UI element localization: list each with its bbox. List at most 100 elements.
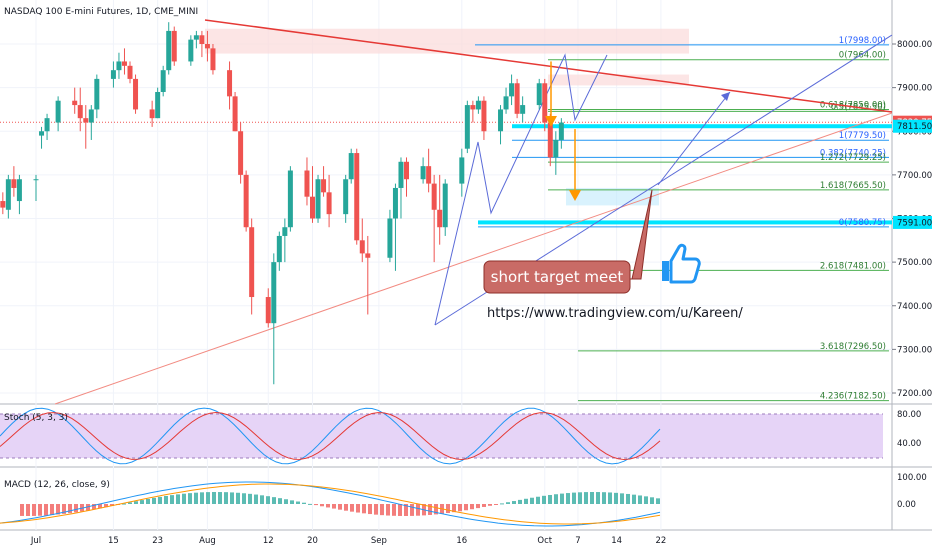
stoch-tick-80: 80.00 bbox=[897, 410, 921, 420]
macd-bar bbox=[224, 492, 228, 504]
fib-label: 1(7779.50) bbox=[839, 131, 886, 141]
candle-body bbox=[193, 35, 199, 40]
macd-bar bbox=[188, 493, 192, 504]
macd-pane[interactable]: MACD (12, 26, close, 9) 100.00 0.00 bbox=[0, 473, 927, 527]
macd-bar bbox=[524, 498, 528, 504]
macd-bar bbox=[452, 504, 456, 513]
candle-body bbox=[404, 161, 410, 180]
macd-bar bbox=[656, 498, 660, 504]
pattern-line bbox=[434, 53, 608, 326]
macd-line bbox=[0, 481, 661, 527]
macd-bar bbox=[368, 504, 372, 515]
macd-bar bbox=[194, 492, 198, 504]
stoch-label: Stoch (5, 3, 3) bbox=[4, 413, 68, 423]
time-label: Oct bbox=[537, 536, 552, 546]
stoch-pane[interactable]: Stoch (5, 3, 3) 80.00 40.00 bbox=[0, 407, 921, 465]
macd-bar bbox=[284, 499, 288, 504]
price-tick-label: 7200.00 bbox=[897, 389, 932, 399]
macd-bar bbox=[626, 493, 630, 504]
macd-bar bbox=[212, 492, 216, 504]
candle-body bbox=[127, 65, 133, 79]
candle-body bbox=[210, 48, 216, 71]
macd-bar bbox=[302, 502, 306, 504]
macd-bar bbox=[176, 494, 180, 504]
macd-bar bbox=[404, 504, 408, 516]
macd-bar bbox=[122, 503, 126, 505]
candle-body bbox=[188, 39, 194, 62]
candle-body bbox=[16, 179, 22, 202]
macd-bar bbox=[506, 502, 510, 504]
macd-bar bbox=[104, 504, 108, 508]
candle-body bbox=[271, 262, 277, 324]
macd-bar bbox=[554, 494, 558, 504]
time-axis[interactable]: Jul 15 23 Aug 12 20 Sep 16 Oct 7 14 22 bbox=[30, 536, 666, 546]
price-tick-label: 7500.00 bbox=[897, 258, 932, 268]
macd-bar bbox=[98, 504, 102, 509]
macd-bar bbox=[608, 492, 612, 504]
macd-bar bbox=[164, 495, 168, 504]
candle-body bbox=[11, 179, 17, 188]
macd-bar bbox=[398, 504, 402, 516]
macd-bar bbox=[254, 494, 258, 504]
macd-bar bbox=[320, 504, 324, 507]
candle-body bbox=[359, 240, 365, 254]
author-url[interactable]: https://www.tradingview.com/u/Kareen/ bbox=[487, 306, 743, 321]
macd-bar bbox=[134, 501, 138, 504]
macd-bar bbox=[308, 503, 312, 505]
uptrend-line bbox=[54, 112, 893, 405]
macd-bar bbox=[560, 493, 564, 504]
macd-bar bbox=[92, 504, 96, 510]
macd-bar bbox=[380, 504, 384, 516]
macd-bar bbox=[326, 504, 330, 508]
macd-bar bbox=[512, 501, 516, 504]
candle-body bbox=[520, 105, 526, 114]
macd-bar bbox=[128, 502, 132, 504]
macd-bar bbox=[584, 492, 588, 504]
candle-body bbox=[464, 105, 470, 149]
macd-bar bbox=[374, 504, 378, 515]
price-tick-label: 8000.00 bbox=[897, 40, 932, 50]
candle-body bbox=[354, 153, 360, 241]
candle-body bbox=[160, 70, 166, 92]
macd-bar bbox=[68, 504, 72, 514]
macd-bar bbox=[56, 504, 60, 515]
macd-bar bbox=[386, 504, 390, 516]
candle-body bbox=[232, 96, 238, 132]
macd-bar bbox=[488, 504, 492, 506]
candles bbox=[0, 22, 564, 385]
fib-label: 2.618(7481.00) bbox=[820, 261, 886, 271]
macd-bar bbox=[266, 496, 270, 504]
macd-bar bbox=[290, 500, 294, 504]
candle-body bbox=[547, 122, 553, 158]
target-zone bbox=[566, 187, 659, 206]
candle-body bbox=[542, 83, 548, 123]
candle-body bbox=[509, 83, 515, 97]
macd-bar bbox=[50, 504, 54, 516]
macd-bar bbox=[596, 492, 600, 504]
macd-label: MACD (12, 26, close, 9) bbox=[4, 480, 110, 490]
candle-body bbox=[39, 131, 45, 136]
macd-bar bbox=[644, 496, 648, 504]
resistance-zone bbox=[205, 28, 689, 54]
candle-body bbox=[437, 209, 443, 228]
macd-bar bbox=[230, 492, 234, 504]
candle-body bbox=[33, 179, 39, 181]
macd-bar bbox=[218, 492, 222, 504]
callout-box[interactable]: short target meet bbox=[483, 189, 653, 294]
candle-body bbox=[149, 109, 155, 119]
price-tick-label: 7400.00 bbox=[897, 302, 932, 312]
macd-bar bbox=[482, 504, 486, 507]
macd-bar bbox=[182, 493, 186, 504]
macd-bar bbox=[356, 504, 360, 513]
macd-bar bbox=[470, 504, 474, 510]
macd-bar bbox=[140, 500, 144, 504]
macd-bar bbox=[632, 494, 636, 504]
macd-bar bbox=[542, 495, 546, 504]
macd-bar bbox=[500, 503, 504, 505]
macd-histogram bbox=[20, 492, 660, 516]
candle-body bbox=[475, 100, 481, 110]
candle-body bbox=[426, 166, 432, 184]
macd-bar bbox=[350, 504, 354, 512]
fib-label: 1.618(7665.50) bbox=[820, 181, 886, 191]
